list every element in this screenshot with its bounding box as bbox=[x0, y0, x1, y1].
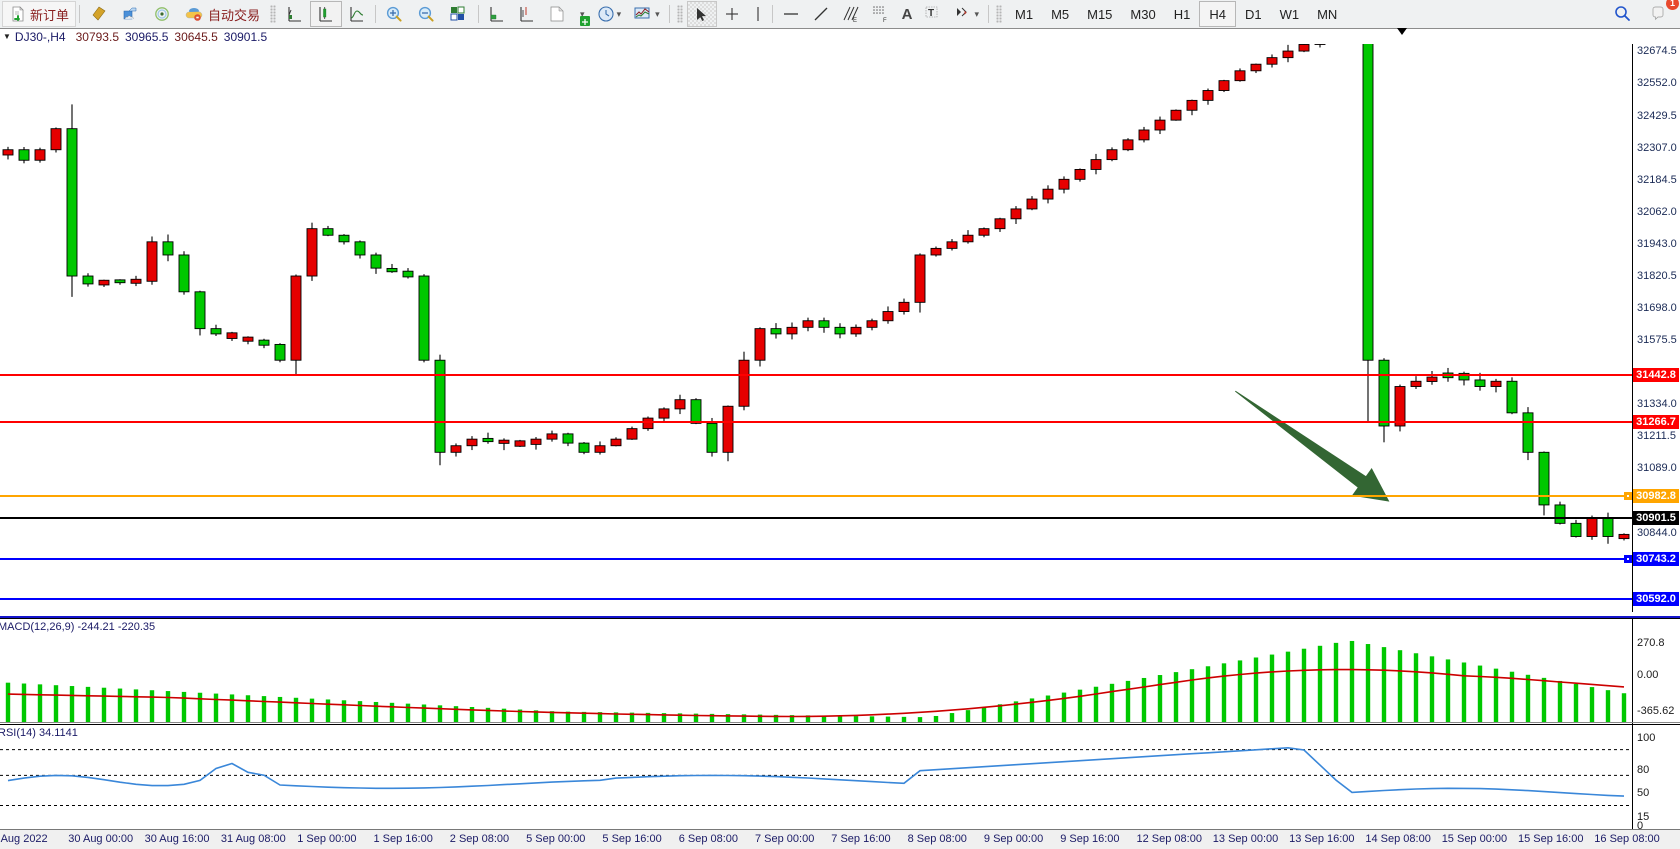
svg-text:E: E bbox=[853, 18, 857, 23]
svg-text:T: T bbox=[928, 8, 934, 19]
svg-text:F: F bbox=[883, 18, 887, 23]
